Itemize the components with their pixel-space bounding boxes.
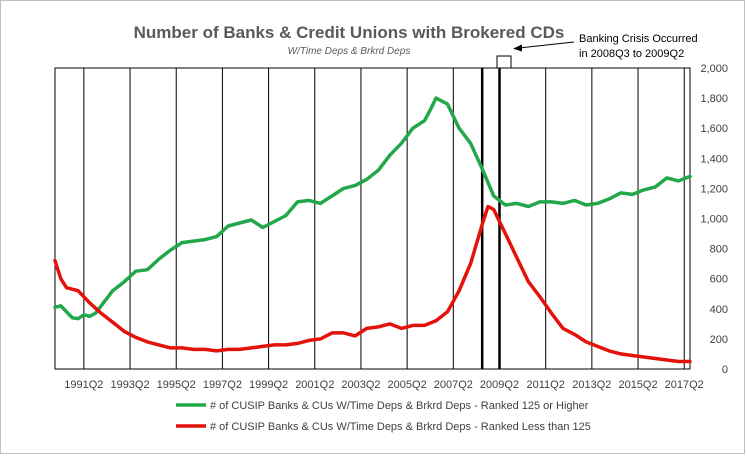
x-tick-label-3: 1997Q2 (203, 379, 242, 391)
x-tick-label-9: 2009Q2 (480, 379, 519, 391)
y-tick-label-6: 1,200 (700, 183, 728, 195)
x-tick-label-6: 2003Q2 (341, 379, 380, 391)
x-tick-label-11: 2013Q2 (572, 379, 611, 391)
annotation-line-2: in 2008Q3 to 2009Q2 (579, 48, 684, 60)
legend-label-series-1: # of CUSIP Banks & CUs W/Time Deps & Brk… (210, 400, 589, 412)
y-axis-tick-labels: 0 200 400 600 800 1,000 1,200 1,400 1,600 1,800 2,… (700, 63, 728, 376)
y-tick-label-7: 1,400 (700, 153, 728, 165)
series-line-1 (53, 96, 692, 321)
legend: # of CUSIP Banks & CUs W/Time Deps & Brk… (176, 400, 591, 433)
chart-subtitle: W/Time Deps & Brkrd Deps (288, 46, 411, 57)
x-tick-label-7: 2005Q2 (388, 379, 427, 391)
vertical-gridlines (83, 68, 685, 369)
y-tick-label-0: 0 (722, 364, 728, 376)
y-tick-label-10: 2,000 (700, 63, 728, 75)
chart-title: Number of Banks & Credit Unions with Bro… (134, 23, 565, 42)
annotation-line-1: Banking Crisis Occurred (579, 33, 698, 45)
y-tick-label-1: 200 (710, 334, 728, 346)
y-tick-label-9: 1,800 (700, 93, 728, 105)
x-axis-tick-labels: 1991Q2 1993Q2 1995Q2 1997Q2 1999Q2 2001Q2 2003… (64, 379, 704, 391)
x-tick-label-8: 2007Q2 (434, 379, 473, 391)
x-tick-label-13: 2017Q2 (665, 379, 704, 391)
x-tick-label-12: 2015Q2 (618, 379, 657, 391)
x-tick-label-10: 2011Q2 (527, 379, 565, 391)
annotation-arrowhead (513, 44, 522, 52)
crisis-bracket (496, 55, 512, 68)
y-tick-label-5: 1,000 (700, 214, 728, 226)
plot-area-border (54, 67, 691, 370)
x-tick-label-4: 1999Q2 (249, 379, 288, 391)
x-tick-label-0: 1991Q2 (64, 379, 103, 391)
x-tick-label-2: 1995Q2 (157, 379, 196, 391)
series-lines (53, 96, 692, 364)
y-tick-label-4: 800 (710, 244, 728, 256)
crisis-annotation: Banking Crisis Occurred in 2008Q3 to 200… (496, 33, 698, 68)
y-tick-label-3: 600 (710, 274, 728, 286)
series-line-2 (53, 204, 692, 364)
legend-label-series-2: # of CUSIP Banks & CUs W/Time Deps & Brk… (210, 421, 591, 433)
x-tick-label-1: 1993Q2 (110, 379, 149, 391)
y-tick-label-8: 1,600 (700, 123, 728, 135)
annotation-arrow (518, 41, 575, 49)
x-tick-label-5: 2001Q2 (295, 379, 334, 391)
y-tick-label-2: 400 (710, 304, 728, 316)
